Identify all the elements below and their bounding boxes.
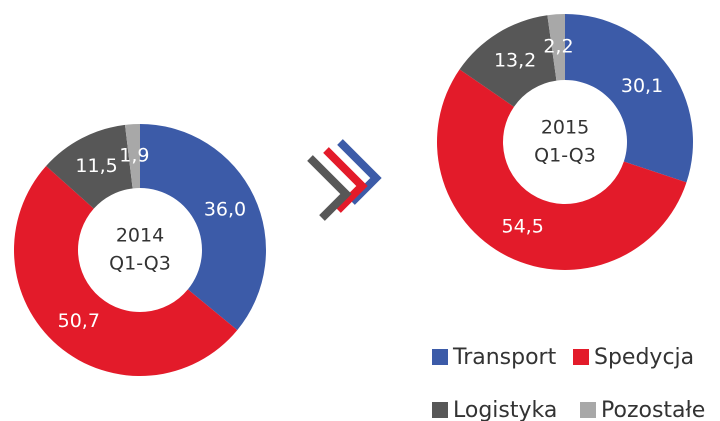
legend-label: Pozostałe xyxy=(601,398,705,421)
legend-label: Logistyka xyxy=(453,398,557,421)
donut-slice xyxy=(14,166,238,376)
data-label: 36,0 xyxy=(204,198,246,220)
donut-slice xyxy=(547,14,565,81)
legend-swatch xyxy=(573,349,589,365)
data-label: 11,5 xyxy=(75,155,117,177)
data-label: 2,2 xyxy=(543,36,573,58)
legend-label: Spedycja xyxy=(594,345,694,370)
arrow-decoration xyxy=(307,139,382,221)
donut-slice xyxy=(565,14,693,183)
donut-slice xyxy=(125,124,140,189)
data-label: 50,7 xyxy=(58,310,100,332)
data-label: 13,2 xyxy=(494,50,536,72)
center-label: Q1-Q3 xyxy=(534,145,596,167)
legend-label: Transport xyxy=(452,345,557,370)
donut-slice xyxy=(140,124,267,331)
legend-swatch xyxy=(432,402,448,418)
data-label: 30,1 xyxy=(621,75,663,97)
donut-slice xyxy=(437,69,687,270)
donut-slice xyxy=(459,15,557,107)
data-label: 54,5 xyxy=(502,216,544,238)
legend-swatch xyxy=(432,349,448,365)
center-label: 2015 xyxy=(541,117,589,139)
donut-slice xyxy=(46,124,133,209)
legend-swatch xyxy=(580,402,596,418)
center-label: Q1-Q3 xyxy=(109,253,171,275)
data-label: 1,9 xyxy=(119,145,149,167)
center-label: 2014 xyxy=(116,225,164,247)
